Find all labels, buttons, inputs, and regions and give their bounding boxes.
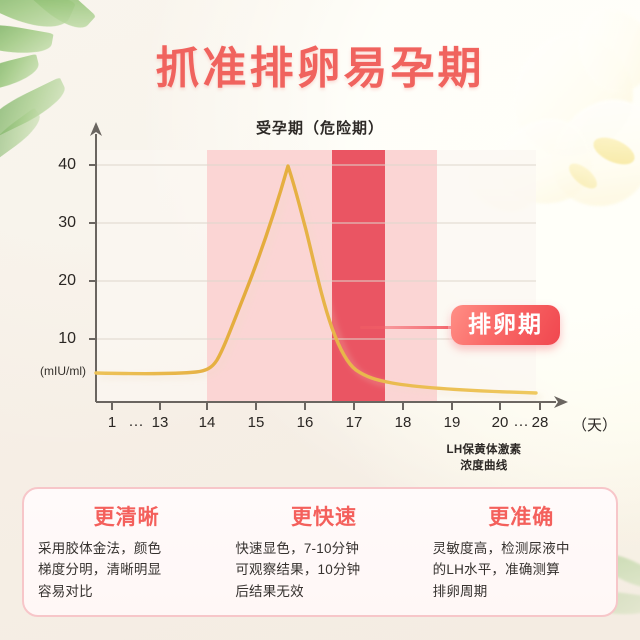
feature-column-clearer: 更清晰 采用胶体金法，颜色 梯度分明，清晰明显 容易对比: [24, 489, 221, 615]
page-title: 抓准排卵易孕期: [155, 44, 485, 93]
feature-line: 排卵周期: [432, 583, 488, 599]
feature-title-faster: 更快速: [290, 506, 357, 529]
feature-line: 梯度分明，清晰明显: [38, 562, 162, 578]
x-tick-14: 14: [198, 414, 216, 431]
feature-column-faster: 更快速 快速显色，7-10分钟 可观察结果，10分钟 后结果无效: [221, 489, 418, 615]
ovulation-badge[interactable]: 排卵期: [451, 305, 560, 346]
x-tick-19: 19: [443, 414, 461, 431]
feature-title-clearer: 更清晰: [93, 506, 160, 529]
feature-body-faster: 快速显色，7-10分钟 可观察结果，10分钟 后结果无效: [235, 538, 412, 602]
x-tick-20: 20: [491, 414, 509, 431]
lh-level-chart: 受孕期（危险期）: [0, 112, 640, 580]
lh-curve: [94, 164, 538, 395]
x-tick-marks: [111, 402, 541, 410]
x-tick-16: 16: [296, 414, 314, 431]
feature-line: 灵敏度高，检测尿液中: [432, 541, 570, 556]
y-axis-label: (mIU/ml): [40, 364, 86, 378]
feature-title-accurate: 更准确: [488, 506, 555, 529]
lh-curve-label-line2: 浓度曲线: [460, 459, 508, 472]
y-tick-marks: [89, 164, 96, 340]
lh-curve-label-line1: LH保黄体激素: [446, 444, 522, 456]
feature-line: 容易对比: [38, 583, 93, 599]
feature-line: 可观察结果，10分钟: [235, 562, 361, 578]
chart-plot: [89, 122, 568, 410]
x-tick-1: 1: [107, 414, 117, 431]
feature-line: 快速显色，7-10分钟: [235, 541, 360, 556]
feature-line: 后结果无效: [235, 583, 304, 599]
y-tick-10: 10: [58, 330, 76, 347]
x-tick-13: 13: [151, 414, 169, 431]
x-axis: [96, 396, 568, 408]
x-tick-18: 18: [394, 414, 412, 431]
x-tick-gap-right: ···: [513, 416, 529, 433]
x-tick-28: 28: [531, 414, 549, 431]
x-tick-15: 15: [247, 414, 265, 431]
x-axis-unit: （天）: [572, 417, 618, 434]
y-axis: [90, 122, 102, 402]
fertile-band: [207, 150, 437, 402]
y-tick-40: 40: [58, 156, 76, 173]
x-tick-gap-left: ···: [128, 416, 144, 433]
ovulation-band: [332, 150, 385, 402]
x-tick-17: 17: [345, 414, 363, 431]
feature-line: 采用胶体金法，颜色: [38, 541, 162, 556]
ovulation-callout-line: [360, 326, 456, 329]
feature-body-accurate: 灵敏度高，检测尿液中 的LH水平，准确测算 排卵周期: [433, 538, 610, 602]
features-card: 更清晰 采用胶体金法，颜色 梯度分明，清晰明显 容易对比 更快速 快速显色，7-…: [22, 487, 618, 617]
y-tick-30: 30: [58, 214, 76, 231]
feature-line: 的LH水平，准确测算: [432, 562, 560, 578]
gridlines: [96, 164, 536, 340]
y-tick-20: 20: [58, 272, 76, 289]
fertile-window-header: 受孕期（危险期）: [255, 120, 384, 137]
feature-body-clearer: 采用胶体金法，颜色 梯度分明，清晰明显 容易对比: [38, 538, 215, 602]
feature-column-accurate: 更准确 灵敏度高，检测尿液中 的LH水平，准确测算 排卵周期: [419, 489, 616, 615]
lh-curve-label: LH保黄体激素 浓度曲线: [430, 443, 538, 474]
